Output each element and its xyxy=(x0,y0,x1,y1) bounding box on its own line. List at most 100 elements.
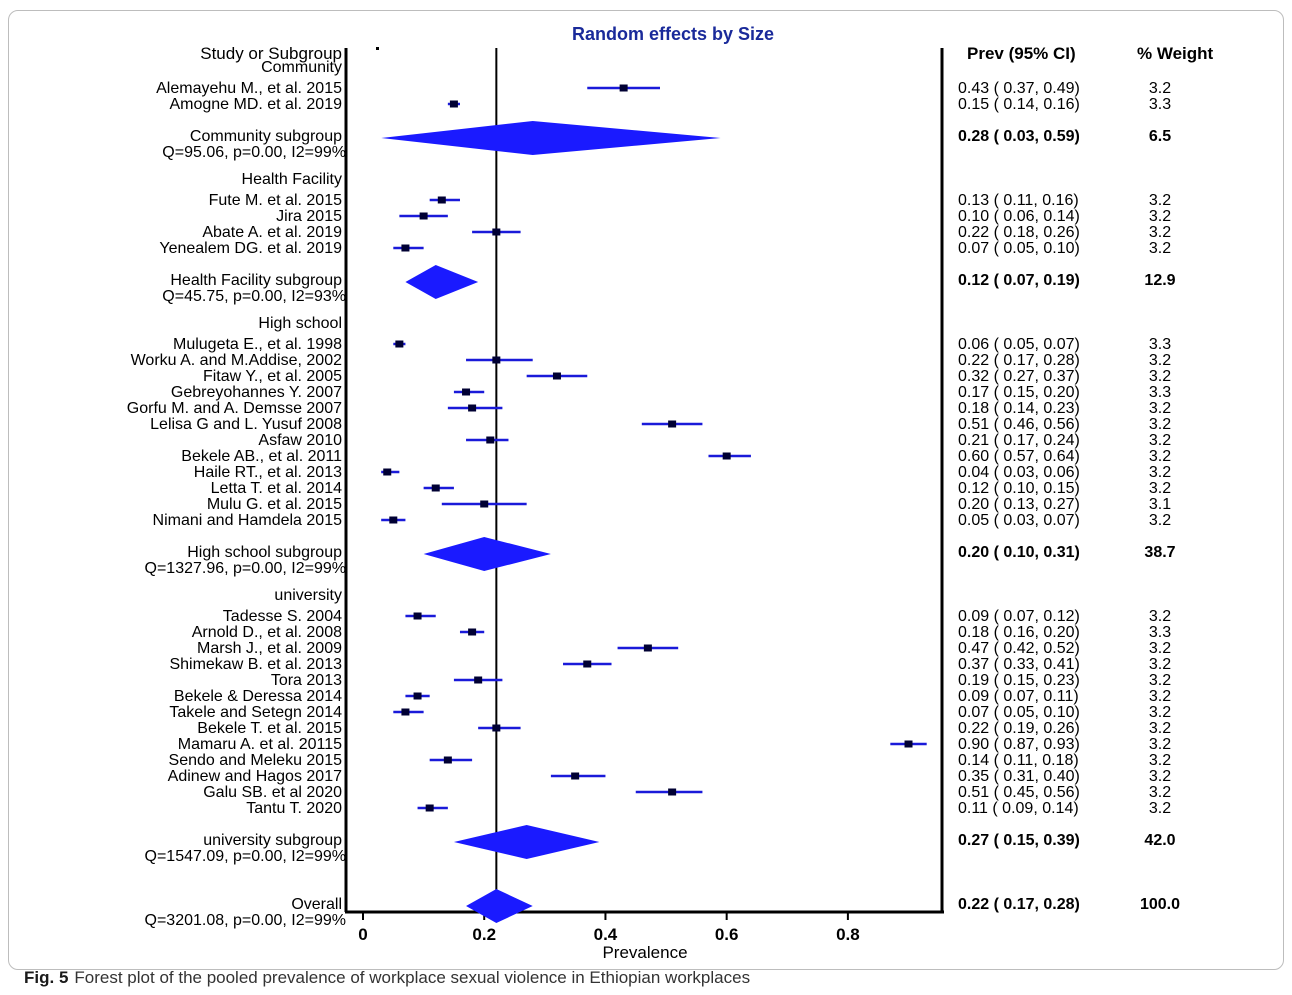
study-label: Mulugeta E., et al. 1998 xyxy=(173,336,342,353)
subgroup-label: Community subgroup xyxy=(190,128,342,145)
point-estimate xyxy=(668,420,677,428)
prev-ci-text: 0.60 ( 0.57, 0.64) xyxy=(958,448,1080,465)
study-label: Marsh J., et al. 2009 xyxy=(197,640,342,657)
point-estimate xyxy=(389,516,398,524)
weight-text: 3.2 xyxy=(1149,720,1171,737)
study-label: Alemayehu M., et al. 2015 xyxy=(156,80,342,97)
group-heading: university xyxy=(274,587,342,604)
prev-ci-text: 0.22 ( 0.18, 0.26) xyxy=(958,224,1080,241)
prev-ci-text: 0.51 ( 0.46, 0.56) xyxy=(958,416,1080,433)
prev-ci-text: 0.13 ( 0.11, 0.16) xyxy=(958,192,1079,209)
heterogeneity-text: Q=3201.08, p=0.00, I2=99% xyxy=(145,912,347,929)
overall-diamond xyxy=(466,889,533,923)
point-estimate xyxy=(419,212,428,220)
subgroup-diamond xyxy=(381,121,721,155)
weight-text: 3.2 xyxy=(1149,608,1171,625)
point-estimate xyxy=(468,404,477,412)
study-label: Nimani and Hamdela 2015 xyxy=(153,512,343,529)
point-estimate xyxy=(722,452,731,460)
figure-frame xyxy=(8,10,1284,970)
point-estimate xyxy=(474,676,483,684)
study-label: Letta T. et al. 2014 xyxy=(211,480,342,497)
weight-text: 3.2 xyxy=(1149,208,1171,225)
weight-text: 42.0 xyxy=(1144,832,1175,849)
subgroup-diamond xyxy=(453,825,600,859)
weight-text: 3.3 xyxy=(1149,384,1171,401)
figure-caption: Fig. 5 Forest plot of the pooled prevalen… xyxy=(24,968,750,988)
point-estimate xyxy=(437,196,446,204)
point-estimate xyxy=(552,372,561,380)
prev-ci-text: 0.51 ( 0.45, 0.56) xyxy=(958,784,1080,801)
weight-text: 3.2 xyxy=(1149,752,1171,769)
heterogeneity-text: Q=45.75, p=0.00, I2=93% xyxy=(162,288,346,305)
x-tick-label: 0.6 xyxy=(715,925,739,944)
weight-text: 3.2 xyxy=(1149,192,1171,209)
x-axis-label: Prevalence xyxy=(602,943,687,962)
weight-text: 38.7 xyxy=(1144,544,1175,561)
weight-text: 3.3 xyxy=(1149,624,1171,641)
study-label: Mamaru A. et al. 20115 xyxy=(178,736,342,753)
weight-text: 3.3 xyxy=(1149,336,1171,353)
study-label: Lelisa G and L. Yusuf 2008 xyxy=(150,416,342,433)
prev-ci-text: 0.10 ( 0.06, 0.14) xyxy=(958,208,1080,225)
subgroup-label: Health Facility subgroup xyxy=(170,272,342,289)
weight-text: 3.2 xyxy=(1149,464,1171,481)
weight-text: 3.2 xyxy=(1149,768,1171,785)
weight-text: 3.2 xyxy=(1149,736,1171,753)
subgroup-diamond xyxy=(423,537,551,571)
prev-ci-text: 0.12 ( 0.07, 0.19) xyxy=(958,272,1080,289)
prev-ci-text: 0.27 ( 0.15, 0.39) xyxy=(958,832,1080,849)
prev-ci-text: 0.35 ( 0.31, 0.40) xyxy=(958,768,1080,785)
prev-ci-text: 0.22 ( 0.19, 0.26) xyxy=(958,720,1080,737)
weight-text: 3.2 xyxy=(1149,800,1171,817)
point-estimate xyxy=(583,660,592,668)
weight-text: 3.2 xyxy=(1149,368,1171,385)
prev-ci-text: 0.07 ( 0.05, 0.10) xyxy=(958,240,1080,257)
point-estimate xyxy=(401,244,410,252)
weight-text: 12.9 xyxy=(1144,272,1175,289)
weight-text: 3.3 xyxy=(1149,96,1171,113)
prev-ci-text: 0.37 ( 0.33, 0.41) xyxy=(958,656,1080,673)
group-heading: High school xyxy=(258,315,342,332)
prev-ci-text: 0.43 ( 0.37, 0.49) xyxy=(958,80,1080,97)
study-label: Haile RT., et al. 2013 xyxy=(194,464,342,481)
study-label: Tadesse S. 2004 xyxy=(223,608,342,625)
point-estimate xyxy=(643,644,652,652)
point-estimate xyxy=(492,356,501,364)
study-label: Yenealem DG. et al. 2019 xyxy=(159,240,342,257)
weight-text: 100.0 xyxy=(1140,896,1180,913)
study-label: Bekele & Deressa 2014 xyxy=(174,688,342,705)
point-estimate xyxy=(492,228,501,236)
overall-label: Overall xyxy=(291,896,342,913)
weight-text: 3.2 xyxy=(1149,656,1171,673)
weight-text: 3.2 xyxy=(1149,704,1171,721)
subgroup-label: High school subgroup xyxy=(187,544,342,561)
weight-text: 3.2 xyxy=(1149,784,1171,801)
heterogeneity-text: Q=1547.09, p=0.00, I2=99% xyxy=(145,848,347,865)
header-weight: % Weight xyxy=(1137,44,1214,63)
prev-ci-text: 0.22 ( 0.17, 0.28) xyxy=(958,352,1080,369)
weight-text: 3.2 xyxy=(1149,432,1171,449)
x-tick-label: 0.2 xyxy=(472,925,496,944)
prev-ci-text: 0.22 ( 0.17, 0.28) xyxy=(958,896,1080,913)
group-heading: Health Facility xyxy=(242,171,342,188)
study-label: Bekele T. et al. 2015 xyxy=(197,720,342,737)
forest-plot: Random effects by Size Study or Subgroup… xyxy=(127,24,1214,962)
point-estimate xyxy=(668,788,677,796)
prev-ci-text: 0.05 ( 0.03, 0.07) xyxy=(958,512,1080,529)
study-label: Fute M. et al. 2015 xyxy=(209,192,343,209)
prev-ci-text: 0.90 ( 0.87, 0.93) xyxy=(958,736,1080,753)
point-estimate xyxy=(480,500,489,508)
point-estimate xyxy=(401,708,410,716)
prev-ci-text: 0.20 ( 0.13, 0.27) xyxy=(958,496,1080,513)
weight-text: 3.2 xyxy=(1149,480,1171,497)
study-label: Shimekaw B. et al. 2013 xyxy=(169,656,342,673)
study-label: Abate A. et al. 2019 xyxy=(202,224,342,241)
x-tick-label: 0.8 xyxy=(836,925,860,944)
study-label: Galu SB. et al 2020 xyxy=(203,784,342,801)
prev-ci-text: 0.15 ( 0.14, 0.16) xyxy=(958,96,1080,113)
weight-text: 3.2 xyxy=(1149,688,1171,705)
prev-ci-text: 0.21 ( 0.17, 0.24) xyxy=(958,432,1080,449)
point-estimate xyxy=(431,484,440,492)
weight-text: 3.2 xyxy=(1149,352,1171,369)
